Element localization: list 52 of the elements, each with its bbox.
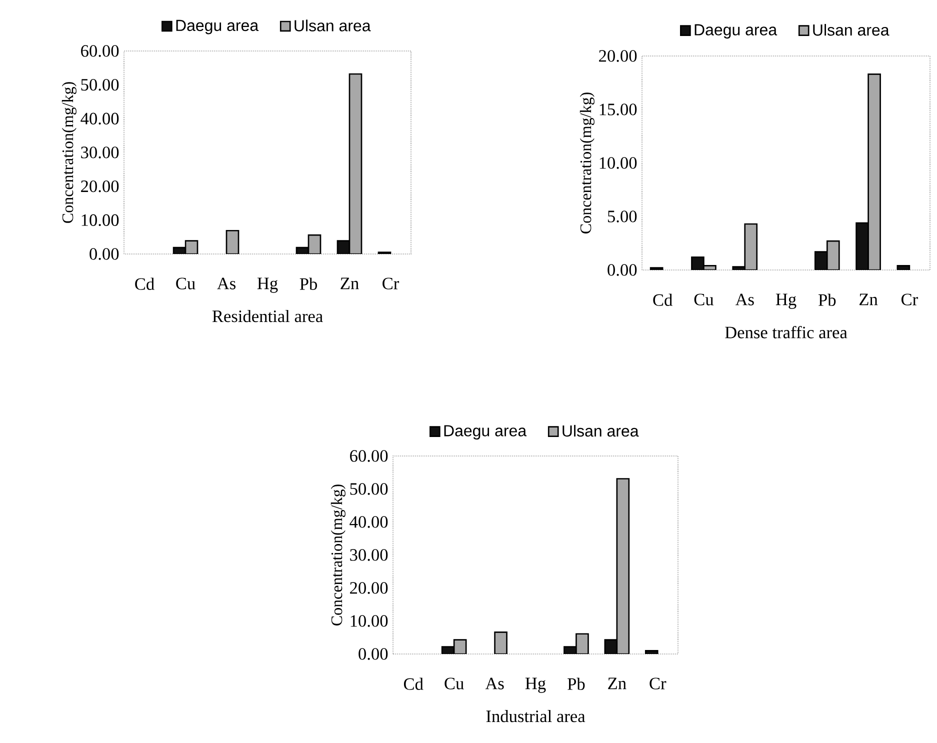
- x-tick-label: Hg: [776, 294, 796, 309]
- x-tick-label: As: [735, 294, 754, 306]
- y-tick-label: 5.00: [608, 210, 637, 222]
- y-tick-label: 60.00: [81, 45, 119, 57]
- x-tick-label: Cr: [901, 294, 918, 306]
- y-tick-label: 10.00: [600, 157, 637, 169]
- x-tick-label: Cr: [382, 278, 400, 290]
- x-tick-label: Cd: [653, 294, 672, 306]
- legend-label: Ulsan area: [294, 20, 371, 32]
- y-tick-label: 10.00: [350, 615, 388, 627]
- x-tick-label: Pb: [818, 294, 836, 306]
- x-tick-label: Cu: [176, 278, 196, 290]
- y-tick-label: 30.00: [350, 549, 388, 561]
- x-tick-label: Zn: [608, 678, 626, 690]
- x-tick-label: Cd: [404, 678, 424, 690]
- y-tick-label: 40.00: [80, 112, 119, 125]
- y-tick-label: 0.00: [358, 648, 388, 660]
- y-tick-label: 20.00: [81, 180, 119, 192]
- x-tick-label: Pb: [300, 278, 317, 290]
- y-tick-label: 50.00: [81, 78, 119, 91]
- x-axis-title: Residential area: [212, 310, 323, 322]
- y-axis-title: Concentration(mg/kg): [330, 484, 346, 626]
- x-tick-label: Cr: [650, 678, 666, 690]
- y-tick-label: 15.00: [600, 104, 637, 116]
- x-tick-label: Hg: [525, 678, 546, 693]
- y-tick-label: 0.00: [90, 248, 119, 260]
- legend-label: Ulsan area: [813, 24, 890, 36]
- y-tick-label: 10.00: [82, 214, 119, 226]
- x-axis-title: Industrial area: [486, 710, 586, 722]
- x-tick-label: Pb: [568, 678, 585, 690]
- legend-label: Daegu area: [444, 425, 527, 440]
- legend-label: Daegu area: [694, 24, 778, 39]
- y-tick-label: 30.00: [81, 146, 119, 158]
- x-tick-label: Cd: [135, 278, 154, 290]
- y-axis-title: Concentration(mg/kg): [580, 92, 594, 234]
- x-tick-label: Hg: [257, 278, 278, 293]
- y-tick-label: 20.00: [350, 582, 388, 594]
- y-axis-title: Concentration(mg/kg): [62, 82, 76, 223]
- legend-label: Ulsan area: [562, 424, 639, 437]
- y-tick-label: 0.00: [608, 264, 637, 276]
- x-tick-label: Zn: [860, 294, 878, 306]
- y-tick-label: 50.00: [350, 483, 388, 495]
- x-tick-label: Zn: [340, 278, 359, 290]
- x-tick-label: Cu: [444, 678, 464, 690]
- x-tick-label: As: [485, 678, 504, 690]
- y-tick-label: 40.00: [350, 516, 388, 528]
- x-tick-label: As: [217, 278, 236, 290]
- x-tick-label: Cu: [694, 294, 714, 306]
- legend-label: Daegu area: [176, 20, 259, 34]
- y-tick-label: 60.00: [350, 450, 388, 462]
- y-tick-label: 20.00: [599, 50, 637, 62]
- x-axis-title: Dense traffic area: [725, 326, 848, 338]
